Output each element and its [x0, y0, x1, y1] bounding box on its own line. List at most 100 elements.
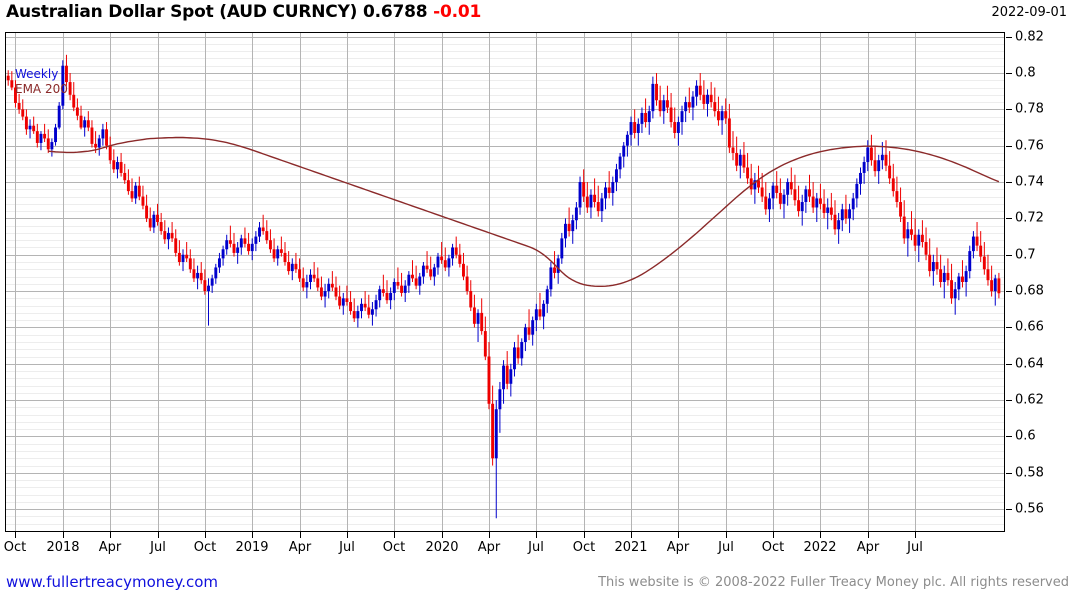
candlestick-bar	[720, 105, 724, 135]
candlestick-bar	[290, 258, 294, 281]
candlestick-bar	[931, 254, 935, 286]
candlestick-body	[596, 202, 600, 212]
candlestick-body	[942, 272, 946, 282]
candlestick-body	[43, 133, 47, 139]
candlestick-body	[826, 207, 830, 213]
candlestick-body	[604, 187, 607, 199]
candlestick-bar	[738, 149, 742, 179]
candlestick-body	[720, 111, 724, 121]
candlestick-bar	[327, 278, 331, 299]
candlestick-body	[829, 207, 833, 215]
candlestick-body	[105, 129, 108, 146]
candlestick-body	[192, 269, 196, 279]
candlestick-body	[997, 278, 1001, 294]
candlestick-body	[21, 109, 25, 117]
y-axis-tick	[1006, 73, 1012, 74]
candlestick-body	[953, 289, 957, 299]
candlestick-body	[527, 327, 531, 335]
candlestick-bar	[695, 80, 699, 106]
x-axis-tick	[110, 532, 111, 538]
candlestick-body	[112, 160, 116, 170]
candlestick-body	[268, 240, 272, 250]
candlestick-bar	[214, 263, 218, 284]
candlestick-bar	[862, 156, 866, 184]
candlestick-body	[822, 203, 826, 213]
candlestick-bar	[228, 225, 232, 248]
candlestick-bar	[6, 70, 10, 86]
candlestick-body	[196, 272, 200, 279]
candlestick-bar	[946, 258, 950, 286]
candlestick-body	[378, 289, 382, 301]
candlestick-bar	[604, 182, 607, 210]
candlestick-bar	[800, 194, 804, 226]
y-axis-tick	[1006, 255, 1012, 256]
candlestick-bar	[72, 82, 76, 112]
candlestick-body	[975, 236, 979, 246]
candlestick-bar	[884, 140, 888, 172]
candlestick-bar	[108, 136, 112, 164]
candlestick-body	[513, 347, 516, 370]
candlestick-body	[757, 180, 760, 188]
candlestick-body	[585, 196, 589, 208]
candlestick-body	[443, 260, 447, 268]
candlestick-body	[203, 280, 207, 292]
candlestick-bar	[829, 192, 833, 221]
candlestick-bar	[177, 240, 181, 266]
candlestick-bar	[316, 267, 320, 292]
candlestick-body	[119, 162, 123, 173]
x-axis-label: Jul	[339, 540, 355, 555]
candlestick-bar	[589, 189, 593, 219]
candlestick-body	[46, 138, 50, 150]
candlestick-bar	[578, 176, 582, 215]
candlestick-bar	[560, 232, 564, 264]
candlestick-body	[374, 300, 378, 310]
candlestick-bar	[14, 80, 17, 108]
candlestick-bar	[163, 220, 167, 244]
candlestick-bar	[746, 152, 750, 184]
candlestick-body	[607, 187, 611, 193]
candlestick-bar	[192, 258, 196, 282]
candlestick-bar	[188, 249, 192, 273]
candlestick-bar	[356, 305, 360, 328]
candlestick-bar	[993, 274, 997, 306]
candlestick-body	[170, 232, 174, 239]
candlestick-body	[83, 120, 87, 128]
candlestick-body	[141, 196, 145, 206]
candlestick-bar	[567, 207, 571, 237]
candlestick-bar	[935, 247, 939, 275]
chart-header: Australian Dollar Spot (AUD CURNCY) 0.67…	[0, 0, 1075, 32]
candlestick-bar	[421, 262, 425, 284]
candlestick-body	[123, 172, 127, 181]
y-axis-label: 0.72	[1015, 210, 1044, 226]
candlestick-bar	[574, 202, 578, 230]
candlestick-body	[199, 272, 203, 281]
candlestick-bar	[472, 294, 476, 328]
candlestick-body	[804, 189, 808, 203]
candlestick-body	[236, 247, 240, 253]
candlestick-bar	[735, 136, 739, 172]
candlestick-bar	[196, 265, 200, 290]
candlestick-bar	[837, 212, 841, 244]
candlestick-bar	[818, 183, 822, 210]
website-link[interactable]: www.fullertreacymoney.com	[6, 573, 219, 591]
candlestick-body	[279, 249, 283, 253]
candlestick-bar	[126, 169, 130, 195]
candlestick-bar	[341, 292, 345, 315]
candlestick-body	[505, 365, 509, 384]
candlestick-body	[778, 192, 782, 204]
candlestick-body	[509, 369, 513, 384]
candlestick-bar	[509, 363, 513, 397]
candlestick-bar	[487, 341, 491, 410]
candlestick-body	[17, 102, 21, 110]
candlestick-bar	[633, 109, 637, 139]
candlestick-bar	[396, 267, 400, 290]
candlestick-body	[862, 162, 866, 173]
y-axis-tick	[1006, 37, 1012, 38]
candlestick-body	[14, 87, 17, 103]
candlestick-body	[789, 182, 793, 190]
candlestick-body	[716, 111, 720, 121]
x-axis-tick	[536, 532, 537, 538]
candlestick-body	[571, 220, 575, 232]
candlestick-body	[913, 234, 917, 246]
candlestick-body	[833, 214, 837, 230]
